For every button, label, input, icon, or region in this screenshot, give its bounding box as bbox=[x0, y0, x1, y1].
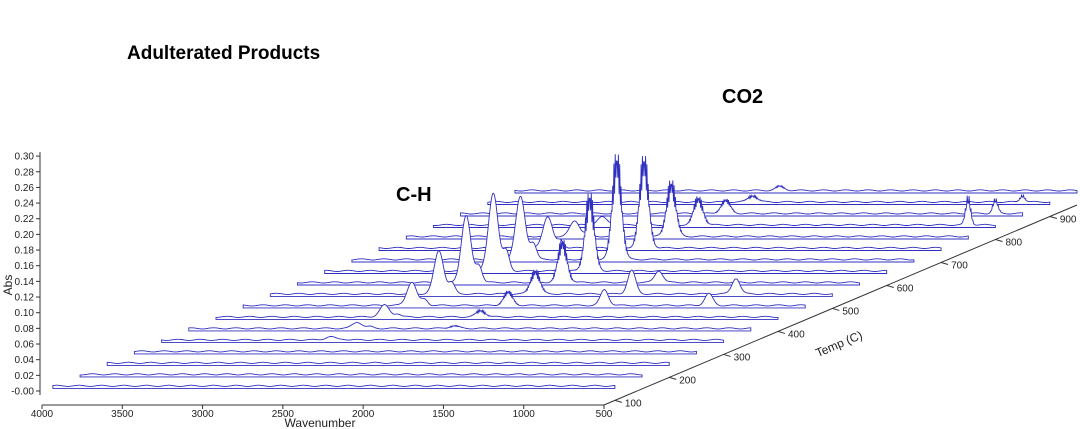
temp-tick-mark bbox=[995, 239, 1003, 242]
abs-axis-ticks: -0.00 0.02 0.04 0.06 0.08 0.10 0.12 0.14 0.16 0.1… bbox=[11, 152, 40, 398]
temp-tick-label: 700 bbox=[951, 260, 968, 271]
spectrum-trace bbox=[269, 250, 833, 297]
abs-tick-label: 0.06 bbox=[15, 340, 35, 351]
spectrum-trace bbox=[242, 281, 806, 309]
chart-title: Adulterated Products bbox=[127, 43, 320, 64]
abs-tick-label: 0.24 bbox=[15, 199, 35, 210]
y-axis-label: Abs bbox=[1, 275, 15, 296]
abs-tick-label: -0.00 bbox=[11, 387, 34, 398]
abs-tick-label: 0.02 bbox=[15, 371, 35, 382]
spectrum-trace bbox=[52, 384, 616, 389]
abs-tick-label: 0.28 bbox=[15, 167, 35, 178]
temp-tick-mark bbox=[886, 284, 894, 288]
spectra-traces bbox=[52, 154, 1078, 389]
abs-tick-label: 0.16 bbox=[15, 261, 35, 272]
axes-frame bbox=[39, 152, 1078, 406]
wavenumber-tick-label: 3500 bbox=[111, 409, 134, 420]
temp-tick-mark bbox=[1049, 216, 1057, 219]
temp-tick-label: 800 bbox=[1005, 237, 1022, 248]
wavenumber-tick-label: 2500 bbox=[272, 409, 295, 420]
spectrum-trace bbox=[215, 304, 779, 320]
temp-tick-mark bbox=[614, 399, 623, 403]
wavenumber-tick-label: 4000 bbox=[31, 409, 54, 420]
x-axis-label: Wavenumber bbox=[285, 416, 356, 429]
temp-tick-label: 200 bbox=[679, 375, 696, 386]
temp-tick-label: 600 bbox=[897, 283, 914, 294]
peak-annotations: C-H CO2 bbox=[396, 86, 763, 206]
abs-tick-label: 0.08 bbox=[15, 324, 35, 335]
spectrum-trace bbox=[133, 350, 697, 355]
abs-tick-label: 0.18 bbox=[15, 246, 35, 257]
temp-tick-mark bbox=[723, 353, 731, 357]
spectrum-trace bbox=[351, 154, 915, 263]
spectrum-trace bbox=[161, 336, 725, 343]
abs-tick-label: 0.10 bbox=[15, 308, 35, 319]
peak-annotation: CO2 bbox=[722, 86, 763, 108]
temp-tick-label: 400 bbox=[788, 329, 805, 340]
temp-tick-label: 100 bbox=[625, 398, 642, 409]
wavenumber-tick-label: 500 bbox=[596, 409, 613, 420]
temp-tick-mark bbox=[940, 261, 949, 265]
temp-tick-mark bbox=[669, 376, 677, 380]
abs-tick-label: 0.04 bbox=[15, 355, 35, 366]
abs-tick-label: 0.20 bbox=[15, 230, 35, 241]
abs-tick-label: 0.30 bbox=[15, 152, 35, 163]
abs-tick-label: 0.14 bbox=[15, 277, 35, 288]
spectrum-trace bbox=[324, 192, 888, 274]
temp-tick-label: 900 bbox=[1060, 214, 1077, 225]
peak-annotation: C-H bbox=[396, 184, 432, 206]
wavenumber-axis-ticks: 4000 3500 3000 2500 2000 1500 1000 500 bbox=[31, 405, 613, 420]
spectrum-trace bbox=[188, 322, 752, 332]
abs-tick-label: 0.12 bbox=[15, 293, 35, 304]
temp-tick-mark bbox=[777, 330, 786, 334]
abs-tick-label: 0.22 bbox=[15, 214, 35, 225]
spectrum-trace bbox=[487, 193, 1051, 205]
abs-tick-label: 0.26 bbox=[15, 183, 35, 194]
spectrum-trace bbox=[297, 215, 860, 286]
spectrum-trace bbox=[378, 155, 942, 251]
temp-axis-ticks: 100 200 300 400 500 600 700 800 900 bbox=[614, 214, 1077, 409]
wavenumber-tick-label: 1000 bbox=[513, 409, 536, 420]
spectrum-trace bbox=[79, 373, 643, 378]
temp-tick-label: 300 bbox=[734, 352, 751, 363]
z-axis-label: Temp (C) bbox=[814, 328, 865, 360]
wavenumber-tick-label: 1500 bbox=[432, 409, 455, 420]
wavenumber-tick-label: 2000 bbox=[352, 409, 375, 420]
spectrum-trace bbox=[514, 184, 1078, 194]
spectrum-trace bbox=[432, 195, 996, 228]
temp-tick-mark bbox=[832, 307, 840, 311]
spectrum-trace bbox=[106, 361, 670, 366]
wavenumber-tick-label: 3000 bbox=[191, 409, 214, 420]
temp-tick-label: 500 bbox=[842, 306, 859, 317]
